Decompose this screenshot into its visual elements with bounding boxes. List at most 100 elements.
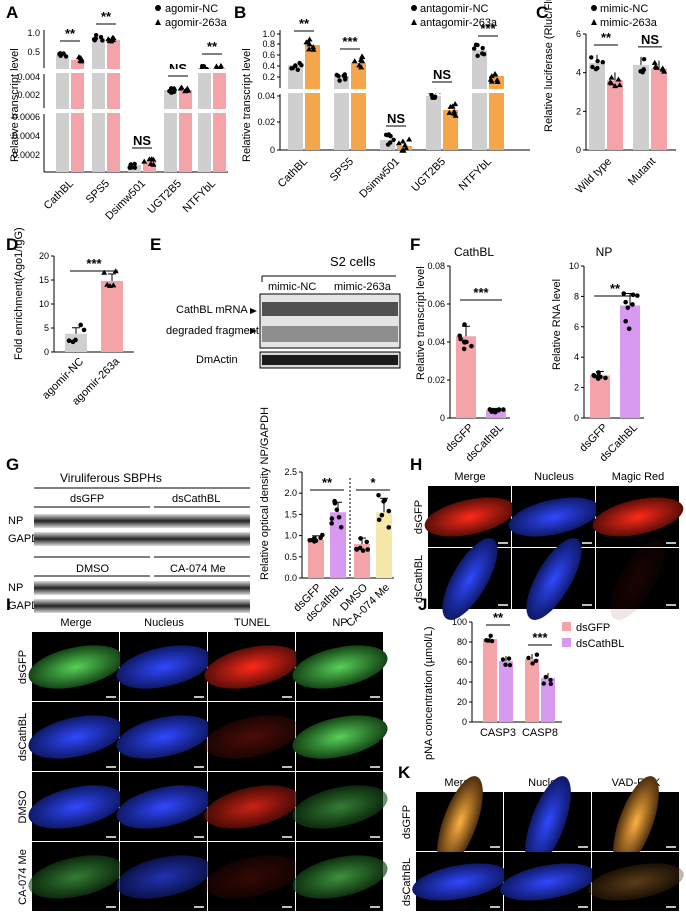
point xyxy=(461,339,467,345)
tissue xyxy=(592,497,684,537)
ytick-4: 4 xyxy=(574,352,579,362)
A-bar-NC-NTFYbL xyxy=(198,68,211,172)
tissue xyxy=(292,785,388,829)
tissue xyxy=(204,855,300,899)
tissue xyxy=(116,785,212,829)
tissue xyxy=(613,776,659,868)
B-xtick-NTFYbL: NTFYbL xyxy=(457,156,494,193)
point xyxy=(641,67,647,73)
bar-DMSO xyxy=(354,544,370,578)
F2-title: NP xyxy=(596,245,613,259)
ytick-0.02: 0.02 xyxy=(427,375,445,385)
point xyxy=(168,86,174,91)
E-band-fragment xyxy=(262,326,398,342)
F2-ylabel: Relative RNA level xyxy=(551,279,563,370)
point xyxy=(451,108,458,114)
C-bar-Mutant xyxy=(633,64,649,150)
point xyxy=(494,77,501,83)
point xyxy=(496,408,501,413)
bar-agomir-NC xyxy=(65,333,87,352)
H-grid-row-dsCathBL: dsCathBL xyxy=(413,555,425,603)
point xyxy=(591,373,596,378)
point xyxy=(104,281,111,287)
A-tick-1.0: 1.0 xyxy=(27,28,40,38)
point xyxy=(184,85,191,91)
point xyxy=(146,156,153,162)
A-bar-NC-UGT2B5 xyxy=(164,90,177,172)
A-tick-0.004: 0.004 xyxy=(17,72,40,82)
point xyxy=(615,76,622,82)
J-legend-1: dsGFP xyxy=(576,622,610,634)
A-xtick-CathBL: CathBL xyxy=(42,178,76,212)
E-band-actin xyxy=(262,355,398,365)
C-legend-1: mimic-NC xyxy=(600,3,648,15)
tissue xyxy=(28,785,124,829)
point xyxy=(507,662,513,668)
micrograph-H: Merge Nucleus Magic Red dsGFP dsCathBL xyxy=(413,471,684,620)
point xyxy=(329,516,335,521)
tissue xyxy=(28,855,124,899)
D-ylabel: Fold enrichment(Ago1/IgG) xyxy=(13,227,25,360)
point xyxy=(590,64,595,70)
point xyxy=(501,407,506,412)
B-tick-0: 0 xyxy=(270,145,275,155)
ytick-2.0: 2.0 xyxy=(284,488,297,498)
panel-label-C: C xyxy=(536,3,548,22)
point xyxy=(379,512,385,518)
B-sig-CathBL: ** xyxy=(299,16,310,31)
bar-agomir-263a xyxy=(101,280,123,352)
point xyxy=(608,74,615,80)
G-band-NP-2 xyxy=(34,581,250,595)
A-sig-Dsimw501: NS xyxy=(133,133,151,148)
point xyxy=(651,59,658,65)
B-tick-1.0: 1.0 xyxy=(262,29,275,39)
C-ytick-4: 4 xyxy=(576,68,581,78)
G-group-DMSO: DMSO xyxy=(76,563,109,575)
point xyxy=(449,103,456,109)
H-grid-col-Magic Red: Magic Red xyxy=(612,471,665,483)
G-band-NP-1 xyxy=(34,514,250,528)
A-legend-2: agomir-263a xyxy=(165,17,228,29)
point xyxy=(360,548,366,553)
point xyxy=(364,539,370,545)
A-sig-NTFYbL: ** xyxy=(207,39,218,54)
tissue xyxy=(204,785,300,829)
C-ytick-6: 6 xyxy=(576,29,581,39)
ytick-0.0: 0.0 xyxy=(284,573,297,583)
point xyxy=(548,677,553,683)
point xyxy=(621,291,627,296)
ytick-0: 0 xyxy=(574,413,579,423)
point xyxy=(462,322,467,327)
B-legend-2: antagomir-263a xyxy=(420,17,498,29)
I-grid-col-NP: NP xyxy=(332,617,347,629)
sig-**: ** xyxy=(322,475,333,490)
C-ylabel: Relative luciferase (Rluc/Fluc) xyxy=(543,0,555,132)
point xyxy=(310,537,315,543)
J-sig-CASP3: ** xyxy=(493,610,504,625)
point xyxy=(313,538,319,543)
point xyxy=(351,58,358,64)
tissue xyxy=(204,645,300,689)
ytick-1.0: 1.0 xyxy=(284,531,297,541)
A-sig-UGT2B5: NS xyxy=(169,61,187,76)
ytick-0.08: 0.08 xyxy=(427,261,445,271)
B-bar-263a-NTFYbL xyxy=(489,76,504,150)
J-sig-CASP8: *** xyxy=(532,630,548,645)
point xyxy=(289,66,294,71)
E-group-2: mimic-263a xyxy=(334,281,392,293)
point xyxy=(376,517,382,523)
point xyxy=(488,73,495,79)
E-label-actin: DmActin xyxy=(196,354,238,366)
J-legend-2: dsCathBL xyxy=(576,638,624,650)
point xyxy=(403,145,410,151)
sig-***: *** xyxy=(473,285,489,300)
B-xtick-CathBL: CathBL xyxy=(276,156,310,190)
point xyxy=(506,656,512,661)
point xyxy=(595,374,601,380)
B-tick-0.04: 0.04 xyxy=(257,91,275,101)
tissue xyxy=(500,863,596,901)
A-bar-263a-Dsimw501 xyxy=(143,162,156,172)
B-bar-NC-UGT2B5 xyxy=(426,96,441,150)
J-ytick-40: 40 xyxy=(457,677,467,687)
C-ytick-0: 0 xyxy=(576,145,581,155)
